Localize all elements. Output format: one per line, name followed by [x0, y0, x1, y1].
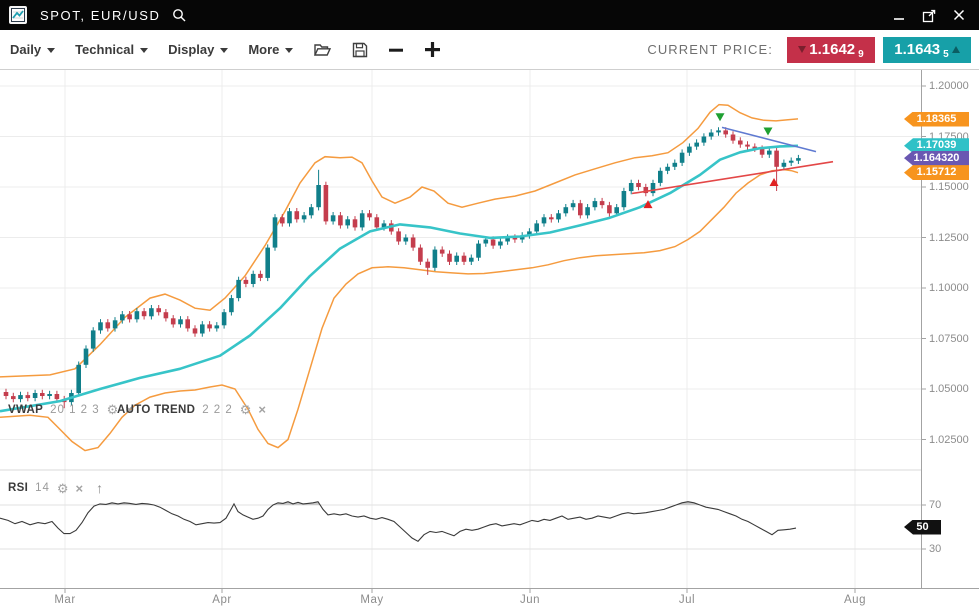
rsi-collapse-arrow-icon[interactable]: ↑	[96, 480, 104, 496]
chevron-down-icon	[220, 48, 229, 53]
app-chart-icon	[9, 6, 27, 24]
menu-technical-label: Technical	[75, 42, 135, 57]
price-down-arrow-icon	[798, 46, 807, 53]
minimize-button[interactable]	[891, 7, 907, 23]
menu-display[interactable]: Display	[168, 42, 229, 57]
menu-more-label: More	[248, 42, 280, 57]
menu-technical[interactable]: Technical	[75, 42, 149, 57]
rsi-plot	[0, 501, 797, 542]
rsi-remove-icon[interactable]: ×	[75, 480, 84, 496]
bid-price-pip: 9	[858, 48, 864, 60]
price-chart[interactable]	[0, 70, 979, 611]
current-price-label: CURRENT PRICE:	[647, 42, 773, 57]
menu-timeframe-label: Daily	[10, 42, 42, 57]
bollinger-bands	[0, 103, 799, 452]
zoom-in-icon[interactable]	[424, 41, 441, 58]
chevron-down-icon	[47, 48, 56, 53]
vwap-settings-icon[interactable]: ⚙	[106, 402, 119, 417]
zoom-out-icon[interactable]	[388, 42, 404, 58]
grid	[0, 70, 921, 588]
toolbar: Daily Technical Display More	[0, 30, 979, 70]
symbol-title: SPOT, EUR/USD	[40, 7, 161, 23]
vwap-line	[0, 144, 799, 413]
chevron-down-icon	[140, 48, 149, 53]
search-icon[interactable]	[172, 8, 187, 23]
titlebar: SPOT, EUR/USD	[0, 0, 979, 30]
close-icon[interactable]	[951, 7, 967, 23]
rsi-settings-icon[interactable]: ⚙	[56, 480, 69, 496]
signal-markers	[643, 113, 779, 209]
auto-trend-settings-icon[interactable]: ⚙	[239, 402, 252, 417]
chevron-down-icon	[285, 48, 294, 53]
menu-more[interactable]: More	[248, 42, 294, 57]
menu-timeframe[interactable]: Daily	[10, 42, 56, 57]
auto-trend-remove-icon[interactable]: ×	[258, 402, 267, 417]
save-icon[interactable]	[352, 42, 368, 58]
bid-price-button[interactable]: 1.1642 9	[787, 36, 875, 63]
price-up-arrow-icon	[951, 46, 960, 53]
chart-canvas[interactable]: VWAP 20 1 2 3 ⚙ × AUTO TREND 2 2 2 ⚙ × R…	[0, 70, 979, 611]
bid-price-value: 1.1642	[809, 41, 856, 58]
window-controls	[891, 7, 967, 23]
ask-price-value: 1.1643	[894, 41, 941, 58]
axes	[0, 70, 979, 593]
menu-display-label: Display	[168, 42, 215, 57]
auto-trend-lines	[631, 126, 834, 195]
popout-button[interactable]	[921, 7, 937, 23]
open-file-icon[interactable]	[313, 42, 332, 58]
ask-price-pip: 5	[943, 48, 949, 60]
ask-price-button[interactable]: 1.1643 5	[883, 36, 971, 63]
vwap-remove-icon[interactable]: ×	[125, 402, 133, 417]
